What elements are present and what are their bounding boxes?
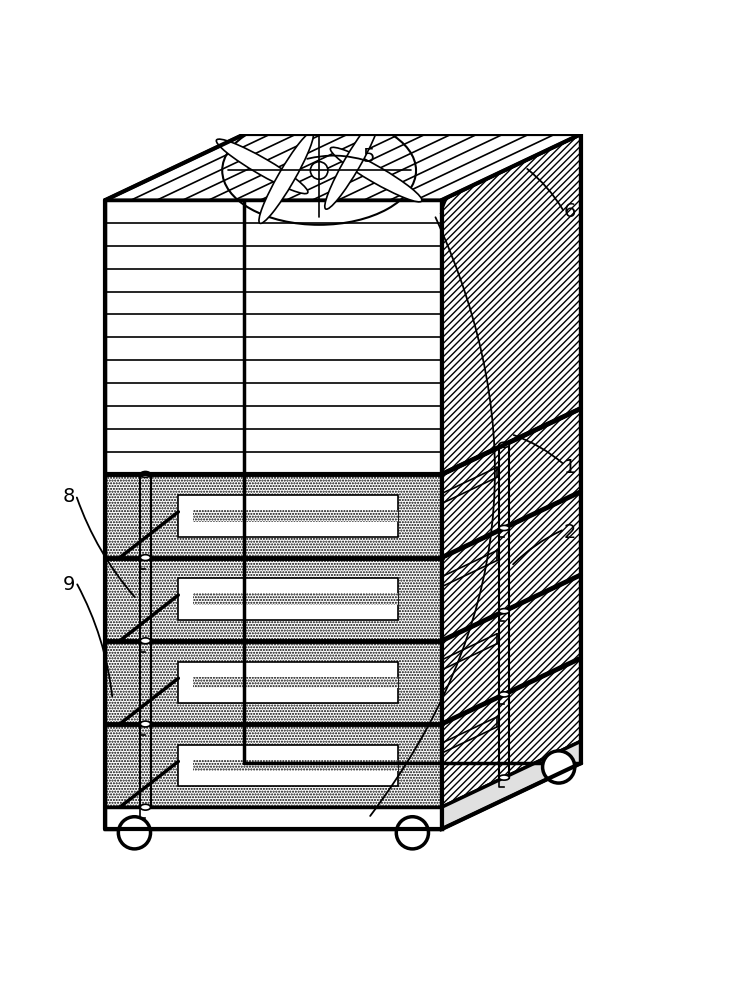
Circle shape: [310, 162, 328, 179]
Polygon shape: [441, 741, 581, 829]
Ellipse shape: [499, 692, 509, 697]
Polygon shape: [105, 558, 441, 641]
Ellipse shape: [499, 442, 509, 447]
Polygon shape: [105, 134, 581, 200]
Ellipse shape: [499, 609, 509, 614]
Polygon shape: [193, 510, 399, 522]
Polygon shape: [441, 409, 581, 558]
Ellipse shape: [499, 525, 509, 531]
Ellipse shape: [217, 139, 308, 194]
Text: 8: 8: [63, 487, 74, 506]
Polygon shape: [178, 745, 398, 786]
Ellipse shape: [140, 721, 150, 727]
Polygon shape: [193, 593, 399, 605]
Ellipse shape: [330, 147, 422, 202]
Ellipse shape: [140, 555, 150, 561]
Text: 2: 2: [564, 523, 576, 542]
Polygon shape: [105, 200, 441, 474]
Circle shape: [397, 817, 428, 849]
Text: 7: 7: [436, 199, 448, 218]
Text: 9: 9: [63, 575, 74, 594]
Text: 6: 6: [564, 202, 576, 221]
Polygon shape: [105, 807, 441, 829]
Polygon shape: [105, 641, 441, 724]
Polygon shape: [193, 760, 399, 771]
Polygon shape: [178, 578, 398, 620]
Ellipse shape: [140, 638, 150, 644]
Ellipse shape: [325, 118, 380, 209]
Text: 5: 5: [363, 147, 374, 166]
Circle shape: [542, 751, 575, 783]
Polygon shape: [178, 495, 398, 537]
Polygon shape: [441, 658, 581, 807]
Polygon shape: [105, 724, 441, 807]
Polygon shape: [105, 474, 441, 558]
Ellipse shape: [259, 132, 313, 223]
Text: 1: 1: [564, 458, 576, 477]
Ellipse shape: [140, 804, 150, 810]
Polygon shape: [441, 575, 581, 724]
Polygon shape: [441, 134, 581, 474]
Polygon shape: [441, 492, 581, 641]
Ellipse shape: [140, 471, 150, 477]
Ellipse shape: [499, 775, 509, 780]
Polygon shape: [178, 662, 398, 703]
Circle shape: [119, 817, 150, 849]
Polygon shape: [193, 677, 399, 688]
